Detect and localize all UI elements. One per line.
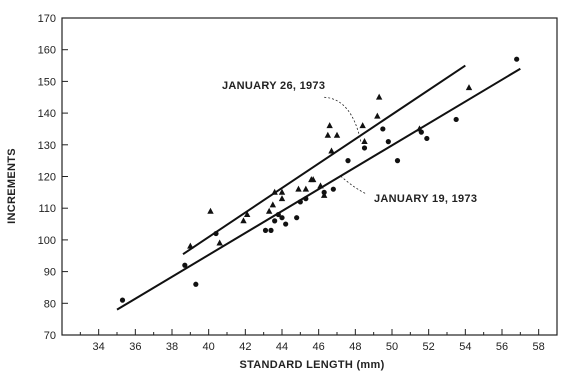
y-tick-label: 120 (38, 172, 56, 184)
data-point-triangle (278, 188, 286, 195)
data-point-triangle (240, 217, 247, 224)
data-point-circle (262, 227, 269, 233)
data-point-circle (380, 126, 386, 132)
data-point-circle (321, 189, 327, 195)
data-point-triangle (278, 195, 286, 202)
y-tick-label: 170 (38, 13, 56, 25)
data-point-circle (361, 145, 368, 151)
data-point-circle (424, 135, 430, 142)
series-label-jan19: JANUARY 19, 1973 (374, 193, 477, 205)
y-tick-label: 100 (38, 235, 56, 247)
data-point-triangle (295, 185, 302, 192)
x-tick-label: 36 (129, 341, 141, 353)
data-point-triangle (375, 93, 383, 100)
data-point-circle (283, 221, 289, 227)
data-point-triangle (359, 122, 366, 129)
y-tick-label: 70 (44, 330, 56, 342)
x-tick-label: 38 (166, 341, 178, 353)
data-point-triangle (187, 242, 194, 249)
x-tick-label: 54 (459, 341, 471, 353)
y-tick-label: 140 (38, 108, 56, 120)
regression-line-jan19 (116, 67, 521, 311)
data-point-circle (394, 158, 401, 164)
data-point-triangle (216, 239, 223, 246)
data-point-triangle (265, 207, 273, 214)
regression-line-jan26 (182, 64, 466, 255)
data-point-triangle (326, 122, 333, 129)
x-tick-label: 46 (313, 341, 325, 353)
label-leader-line-jan26 (324, 96, 362, 142)
x-tick-label: 52 (423, 341, 435, 353)
data-point-circle (119, 297, 126, 303)
y-tick-label: 110 (38, 203, 56, 215)
data-point-triangle (361, 138, 368, 145)
data-point-circle (418, 129, 424, 135)
data-point-circle (294, 215, 300, 221)
data-point-circle (385, 139, 391, 145)
y-tick-label: 80 (44, 298, 56, 310)
x-tick-label: 48 (349, 341, 361, 353)
x-axis-title: STANDARD LENGTH (mm) (239, 359, 384, 371)
data-point-circle (268, 227, 274, 233)
data-point-triangle (207, 207, 214, 214)
data-point-circle (193, 281, 199, 287)
data-point-circle (297, 199, 303, 205)
data-point-triangle (465, 84, 473, 91)
y-tick-label: 130 (38, 140, 56, 152)
data-point-triangle (271, 188, 278, 195)
data-point-circle (330, 186, 336, 192)
data-point-circle (182, 262, 188, 268)
x-tick-label: 58 (533, 341, 545, 353)
data-point-circle (345, 158, 351, 164)
data-point-triangle (328, 147, 335, 154)
data-point-triangle (324, 131, 332, 138)
x-tick-label: 42 (239, 341, 251, 353)
y-tick-label: 90 (44, 267, 56, 279)
data-point-circle (303, 196, 309, 202)
data-point-triangle (374, 112, 381, 119)
data-point-triangle (243, 210, 251, 217)
x-tick-label: 56 (496, 341, 508, 353)
data-point-triangle (317, 182, 324, 189)
y-axis-title: INCREMENTS (6, 148, 18, 224)
data-point-circle (453, 116, 459, 123)
series-label-jan26: JANUARY 26, 1973 (222, 80, 325, 92)
data-point-circle (213, 230, 219, 237)
label-leader-line-jan19 (340, 175, 367, 195)
data-point-circle (514, 56, 520, 62)
data-point-circle (275, 211, 281, 218)
data-point-triangle (269, 201, 277, 208)
data-point-triangle (333, 131, 341, 138)
data-point-triangle (302, 185, 310, 192)
data-point-circle (279, 215, 285, 221)
x-tick-label: 50 (386, 341, 398, 353)
data-point-circle (272, 218, 278, 224)
x-tick-label: 44 (276, 341, 288, 353)
y-tick-label: 150 (38, 76, 56, 88)
x-tick-label: 34 (93, 341, 105, 353)
y-tick-label: 160 (38, 45, 56, 57)
data-point-triangle (309, 176, 317, 183)
plot-area-frame (61, 17, 558, 336)
x-tick-label: 40 (203, 341, 215, 353)
